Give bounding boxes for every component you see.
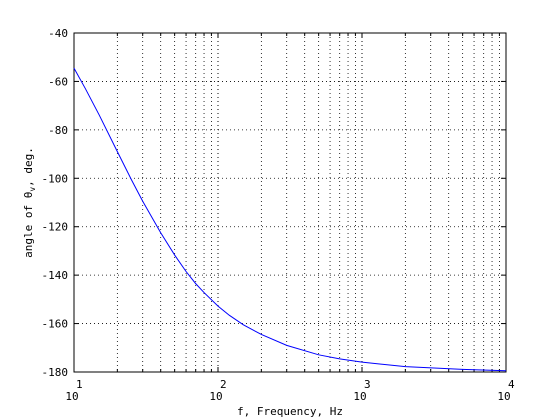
y-tick-label: -60 xyxy=(48,75,68,88)
y-axis-title-suffix: , deg. xyxy=(22,147,35,187)
x-tick-label-exponent: 2 xyxy=(220,378,227,391)
x-axis-title: f, Frequency, Hz xyxy=(237,405,343,418)
y-tick-label: -140 xyxy=(42,269,69,282)
x-tick-label-exponent: 1 xyxy=(76,378,83,391)
tick-labels: -40-60-80-100-120-140-160-18010110210310… xyxy=(42,27,516,403)
y-tick-label: -160 xyxy=(42,318,69,331)
x-tick-label-base: 10 xyxy=(209,390,222,403)
plot-area xyxy=(73,32,507,373)
x-tick-label-base: 10 xyxy=(353,390,366,403)
grid-lines xyxy=(74,33,506,372)
y-axis-title: angle of θv, deg. xyxy=(22,147,37,258)
series-layer xyxy=(73,67,507,372)
x-tick-label-exponent: 4 xyxy=(508,378,515,391)
x-tick-label-base: 10 xyxy=(497,390,510,403)
y-axis-title-prefix: angle of xyxy=(22,198,35,258)
y-tick-label: -40 xyxy=(48,27,68,40)
y-tick-label: -120 xyxy=(42,221,69,234)
y-tick-label: -100 xyxy=(42,172,69,185)
phase-series-line xyxy=(73,67,507,372)
y-tick-label: -80 xyxy=(48,124,68,137)
y-axis-title-subscript: v xyxy=(28,187,37,192)
y-axis-title-symbol: θ xyxy=(22,192,35,199)
x-tick-label-exponent: 3 xyxy=(364,378,371,391)
axis-ticks xyxy=(73,32,507,373)
x-tick-label-base: 10 xyxy=(65,390,78,403)
y-tick-label: -180 xyxy=(42,366,69,379)
